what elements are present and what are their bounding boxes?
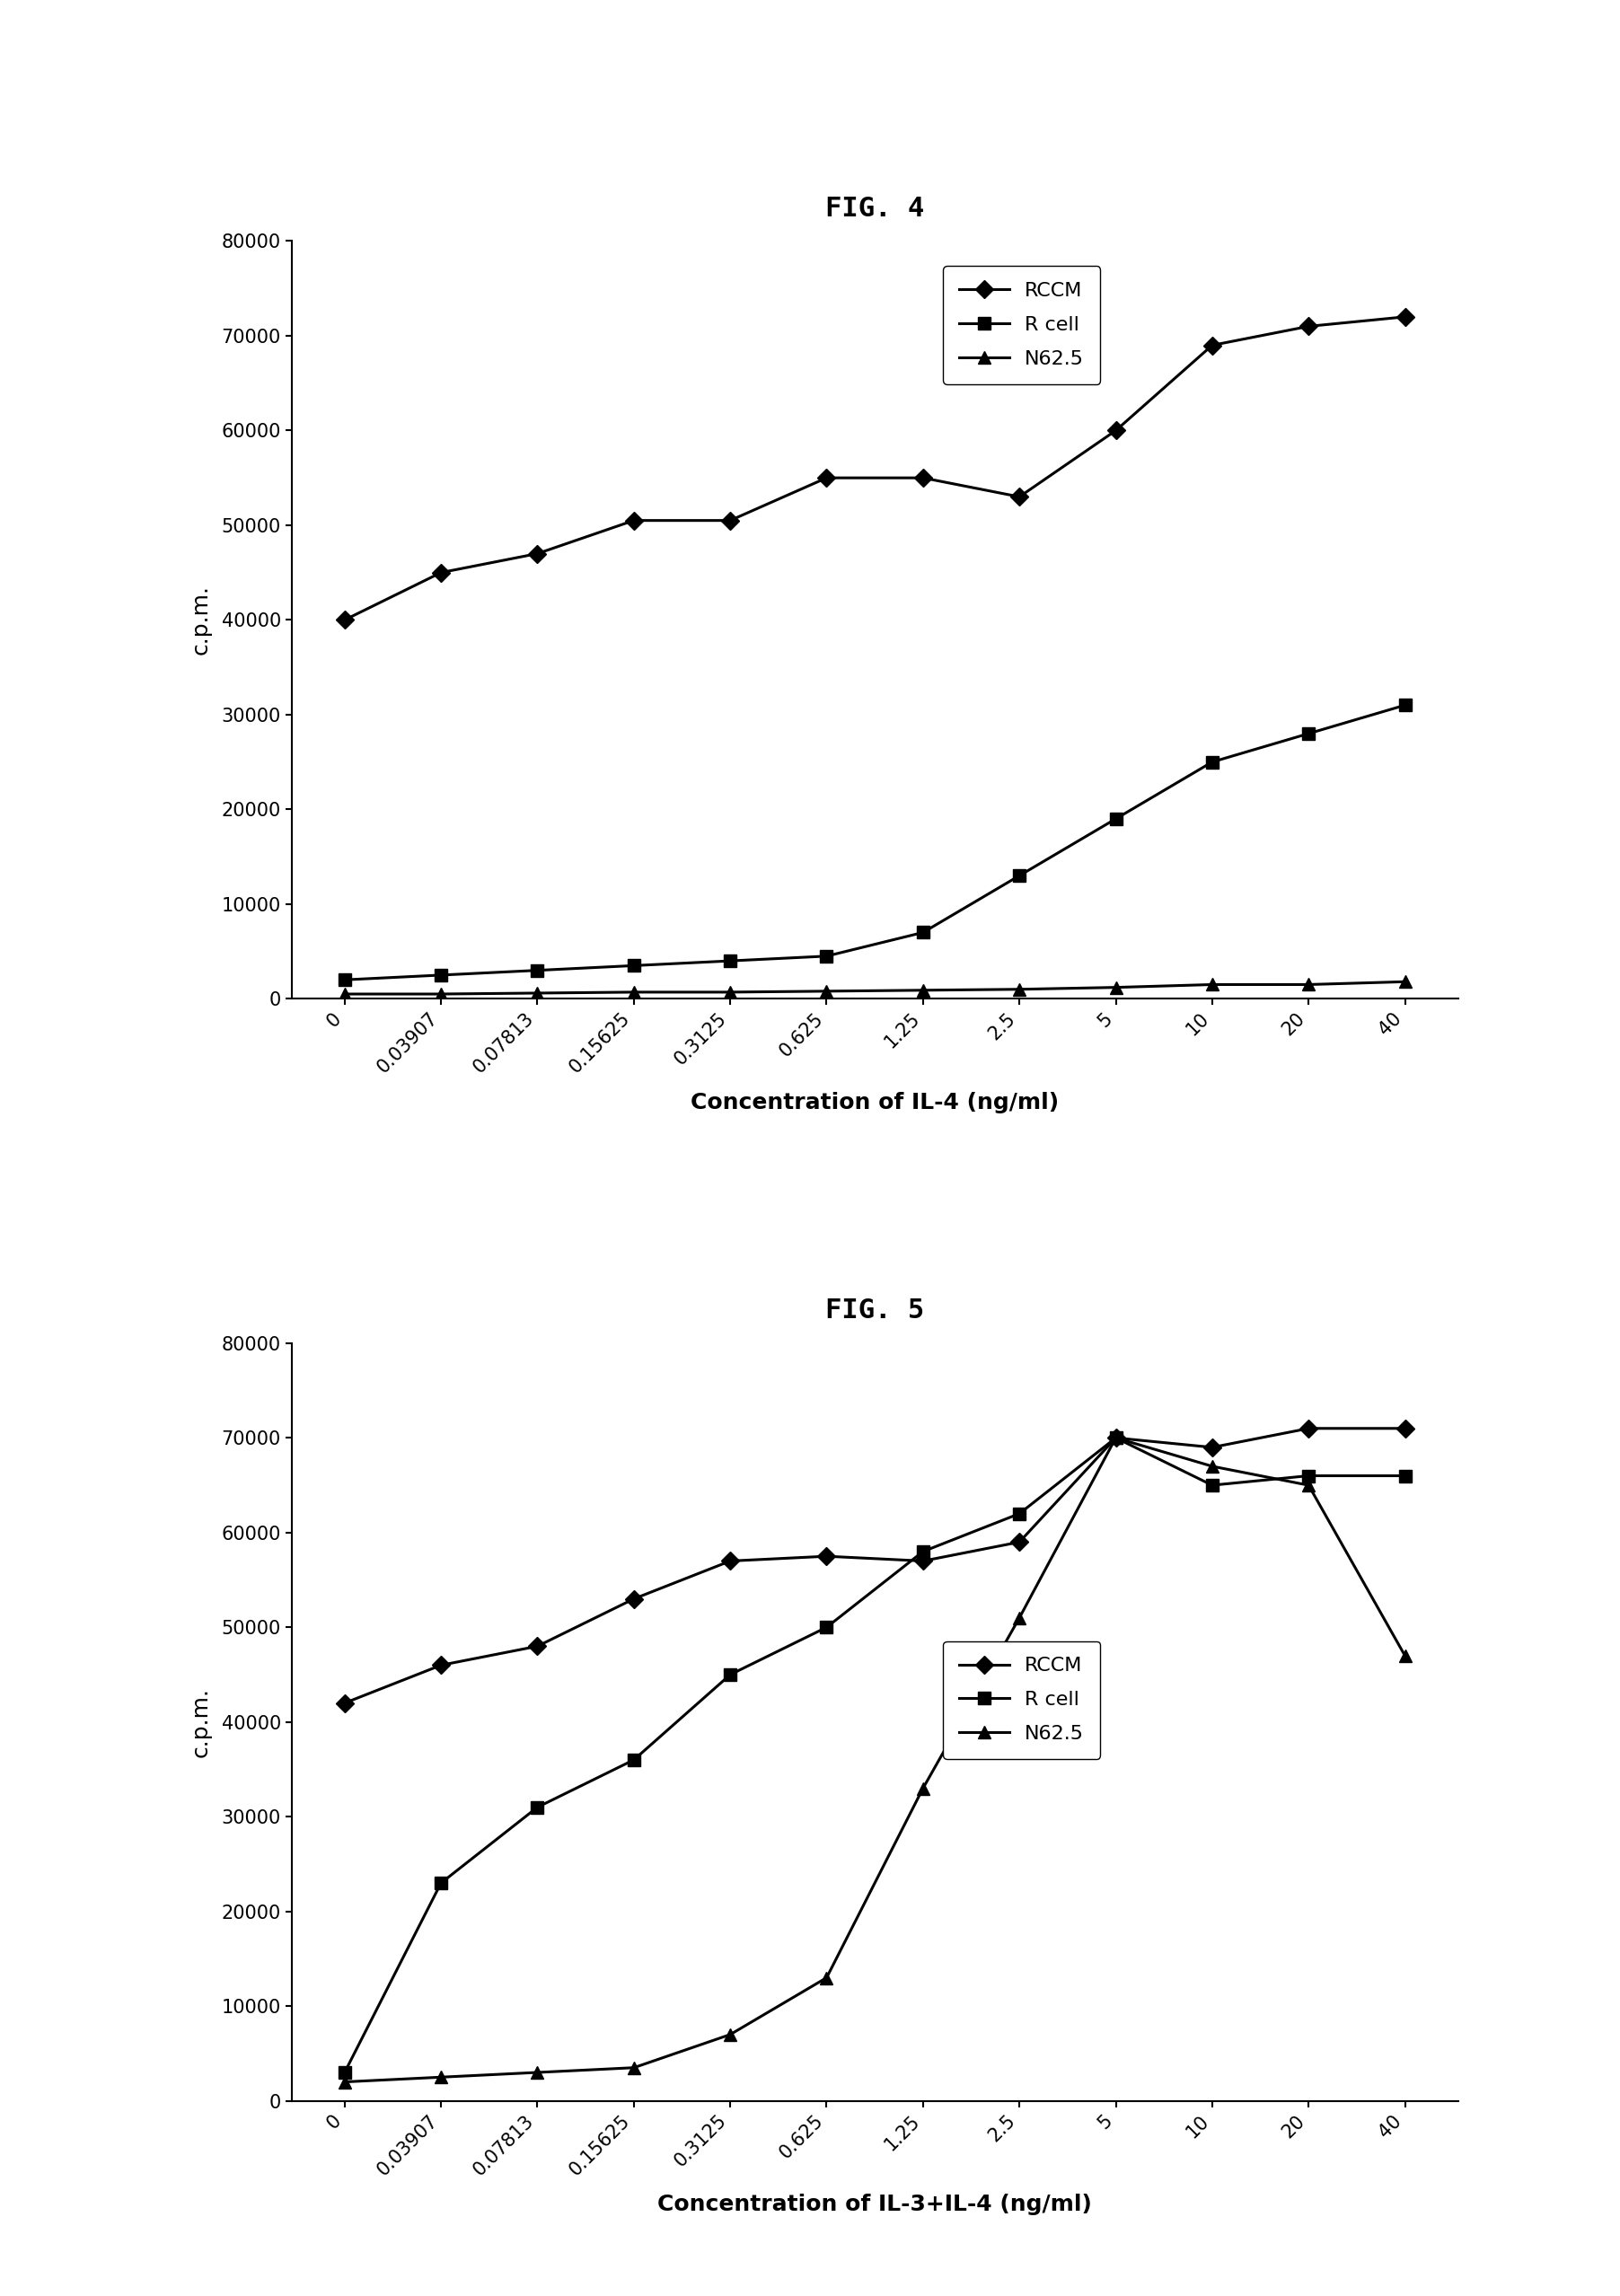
R cell [1395,691,1414,719]
R cell [335,2060,355,2087]
RCCM [816,464,836,491]
R cell [528,1793,548,1821]
N62.5 [1009,976,1029,1003]
RCCM [1299,312,1319,340]
R cell [431,1869,450,1896]
R cell [816,941,836,969]
RCCM [914,464,933,491]
RCCM [914,1548,933,1575]
RCCM [1106,1424,1126,1451]
RCCM [431,1651,450,1678]
R cell [1009,1499,1029,1527]
N62.5 [1299,971,1319,999]
N62.5 [1395,1642,1414,1669]
RCCM [1395,1414,1414,1442]
Line: N62.5: N62.5 [339,976,1411,1001]
RCCM [1106,418,1126,445]
R cell [624,953,643,980]
R cell [721,1660,740,1688]
Line: RCCM: RCCM [339,310,1411,627]
R cell [1202,748,1221,776]
N62.5 [431,2064,450,2092]
N62.5 [914,976,933,1003]
R cell [1202,1472,1221,1499]
N62.5 [914,1775,933,1802]
N62.5 [1202,971,1221,999]
R cell [1009,861,1029,889]
RCCM [624,507,643,535]
RCCM [335,606,355,634]
N62.5 [624,2055,643,2082]
N62.5 [816,978,836,1006]
R cell [914,1538,933,1566]
N62.5 [335,2069,355,2096]
R cell [1299,1463,1319,1490]
RCCM [1009,482,1029,510]
RCCM [1202,1433,1221,1460]
R cell [1395,1463,1414,1490]
RCCM [721,507,740,535]
N62.5 [624,978,643,1006]
N62.5 [1106,974,1126,1001]
N62.5 [528,2060,548,2087]
N62.5 [431,980,450,1008]
Y-axis label: c.p.m.: c.p.m. [190,585,212,654]
N62.5 [721,978,740,1006]
Line: N62.5: N62.5 [339,1433,1411,2087]
RCCM [335,1690,355,1717]
RCCM [1202,331,1221,358]
R cell [1106,806,1126,833]
N62.5 [1395,969,1414,996]
N62.5 [1202,1453,1221,1481]
Legend: RCCM, R cell, N62.5: RCCM, R cell, N62.5 [943,1642,1100,1759]
R cell [624,1745,643,1773]
R cell [335,967,355,994]
Legend: RCCM, R cell, N62.5: RCCM, R cell, N62.5 [943,266,1100,383]
RCCM [528,1632,548,1660]
Title: FIG. 4: FIG. 4 [825,195,925,220]
Line: R cell: R cell [339,698,1411,985]
Line: R cell: R cell [339,1433,1411,2078]
RCCM [431,558,450,585]
RCCM [721,1548,740,1575]
N62.5 [335,980,355,1008]
N62.5 [721,2020,740,2048]
Title: FIG. 5: FIG. 5 [825,1297,925,1322]
RCCM [1395,303,1414,331]
R cell [1106,1424,1126,1451]
N62.5 [1106,1424,1126,1451]
Y-axis label: c.p.m.: c.p.m. [190,1688,212,1756]
R cell [1299,721,1319,748]
R cell [816,1614,836,1642]
R cell [914,918,933,946]
RCCM [1009,1529,1029,1557]
RCCM [816,1543,836,1570]
R cell [721,948,740,976]
RCCM [624,1584,643,1612]
R cell [528,957,548,985]
N62.5 [528,980,548,1008]
N62.5 [816,1963,836,1991]
RCCM [1299,1414,1319,1442]
N62.5 [1009,1605,1029,1632]
N62.5 [1299,1472,1319,1499]
RCCM [528,540,548,567]
X-axis label: Concentration of IL-3+IL-4 (ng/ml): Concentration of IL-3+IL-4 (ng/ml) [658,2195,1092,2216]
R cell [431,962,450,990]
Line: RCCM: RCCM [339,1421,1411,1708]
X-axis label: Concentration of IL-4 (ng/ml): Concentration of IL-4 (ng/ml) [690,1093,1059,1114]
